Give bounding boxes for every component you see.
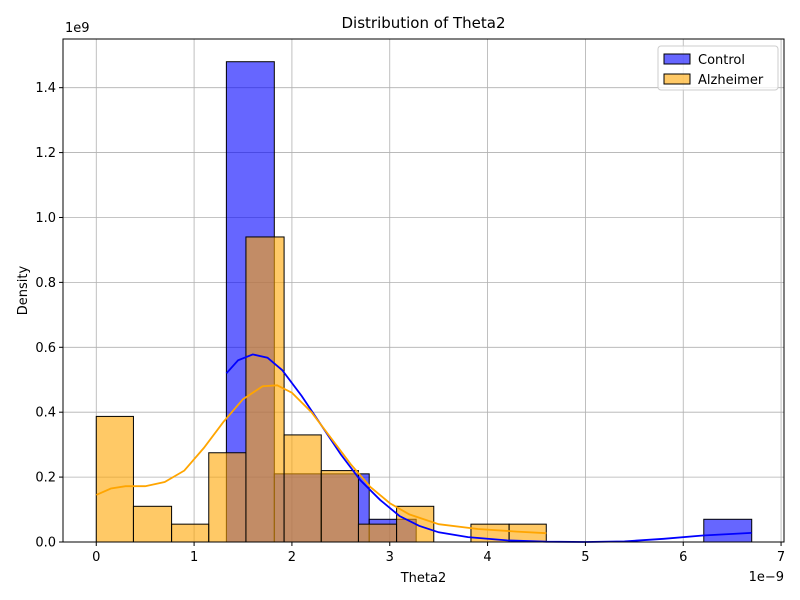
x-tick-label: 2 <box>288 550 296 565</box>
bar-alzheimer <box>283 434 322 543</box>
legend-swatch-control <box>663 53 691 65</box>
bar-alzheimer <box>208 452 247 543</box>
chart-title: Distribution of Theta2 <box>341 14 505 32</box>
bar-alzheimer <box>132 505 173 543</box>
legend-label-control: Control <box>698 53 745 68</box>
y-tick-label: 1.2 <box>35 146 56 161</box>
x-tick-label: 6 <box>679 550 687 565</box>
y-axis-offset-label: 1e9 <box>65 21 90 36</box>
axes: 0 1 2 3 4 5 6 7 0.0 0.2 0.4 0.6 0.8 1.0 1.2 1.4 <box>35 38 785 565</box>
bar-alzheimer <box>171 523 210 543</box>
y-tick-label: 0.0 <box>35 536 56 551</box>
plot-frame <box>62 38 785 543</box>
x-axis-offset-label: 1e−9 <box>749 570 784 585</box>
x-tick-label: 5 <box>581 550 589 565</box>
x-axis-title: Theta2 <box>400 571 447 586</box>
y-tick-label: 0.6 <box>35 341 56 356</box>
legend-swatch-alzheimer <box>663 73 691 85</box>
bar-alzheimer <box>245 236 285 543</box>
y-tick-label: 0.8 <box>35 276 56 291</box>
bar-alzheimer <box>320 470 359 543</box>
bar-control <box>703 518 753 543</box>
y-axis-title: Density <box>16 265 31 315</box>
bar-alzheimer <box>95 415 134 543</box>
y-tick-label: 1.4 <box>35 81 56 96</box>
legend: Control Alzheimer <box>657 45 779 91</box>
x-tick-label: 1 <box>190 550 198 565</box>
legend-label-alzheimer: Alzheimer <box>698 73 764 88</box>
y-tick-label: 1.0 <box>35 211 56 226</box>
x-tick-label: 0 <box>92 550 100 565</box>
x-tick-label: 7 <box>777 550 785 565</box>
histogram-bars <box>95 61 753 543</box>
kde-line-alzheimer <box>95 384 547 535</box>
x-tick-label: 4 <box>483 550 491 565</box>
y-tick-label: 0.2 <box>35 471 56 486</box>
bar-alzheimer <box>357 523 398 543</box>
x-tick-label: 3 <box>386 550 394 565</box>
y-tick-label: 0.4 <box>35 406 56 421</box>
